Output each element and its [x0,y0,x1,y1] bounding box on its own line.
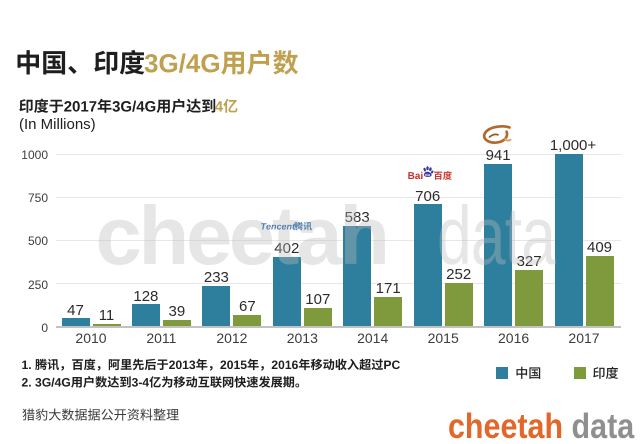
svg-text:du: du [425,172,430,177]
